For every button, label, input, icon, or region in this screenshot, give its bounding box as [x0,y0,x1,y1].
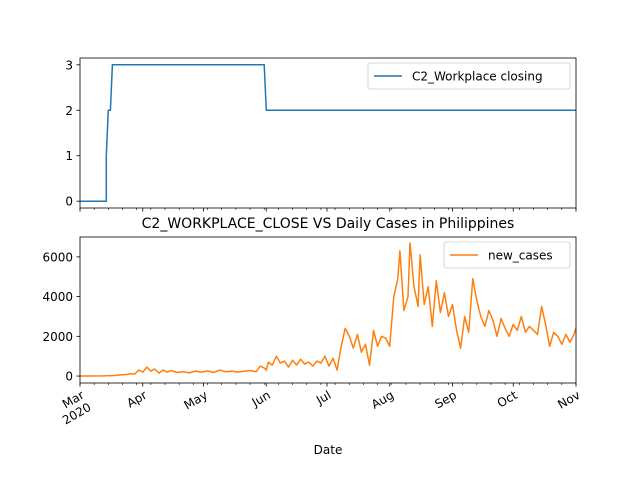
x-tick-label-line: Jul [313,388,333,408]
ax2-marks [80,242,577,377]
ax1-legend-label: C2_Workplace closing [412,70,543,84]
x-tick-label: Jul [313,388,333,408]
ax2-legend-box [443,241,571,269]
y-tick-label: 2 [65,104,73,118]
ax1-y-ticks: 0 1 2 3 [65,58,80,209]
ax2-y-ticks: 0 2000 4000 6000 [42,250,80,384]
series-line-0 [80,242,577,377]
y-tick-label: 0 [65,370,73,384]
y-tick-label: 4000 [42,290,73,304]
y-tick-label: 0 [65,195,73,209]
ax1-legend-box [367,62,571,90]
y-tick-label: 1 [65,149,73,163]
ax1-legend: C2_Workplace closing [367,62,571,90]
subplot-workplace-closing: 0 1 2 3 C2_Workplace closing [65,57,577,212]
ax2-legend: new_cases [443,241,571,269]
chart-title: C2_WORKPLACE_CLOSE VS Daily Cases in Phi… [142,216,515,232]
ax1-x-ticks [79,208,577,212]
series-line-0 [80,64,576,202]
ax1-marks [80,64,576,202]
y-tick-label: 2000 [42,330,73,344]
ax2-legend-label: new_cases [488,249,553,263]
y-tick-label: 6000 [42,250,73,264]
ax2-frame [79,236,577,384]
y-tick-label: 3 [65,58,73,72]
ax1-frame [79,57,577,209]
x-axis-label: Date [314,443,343,457]
